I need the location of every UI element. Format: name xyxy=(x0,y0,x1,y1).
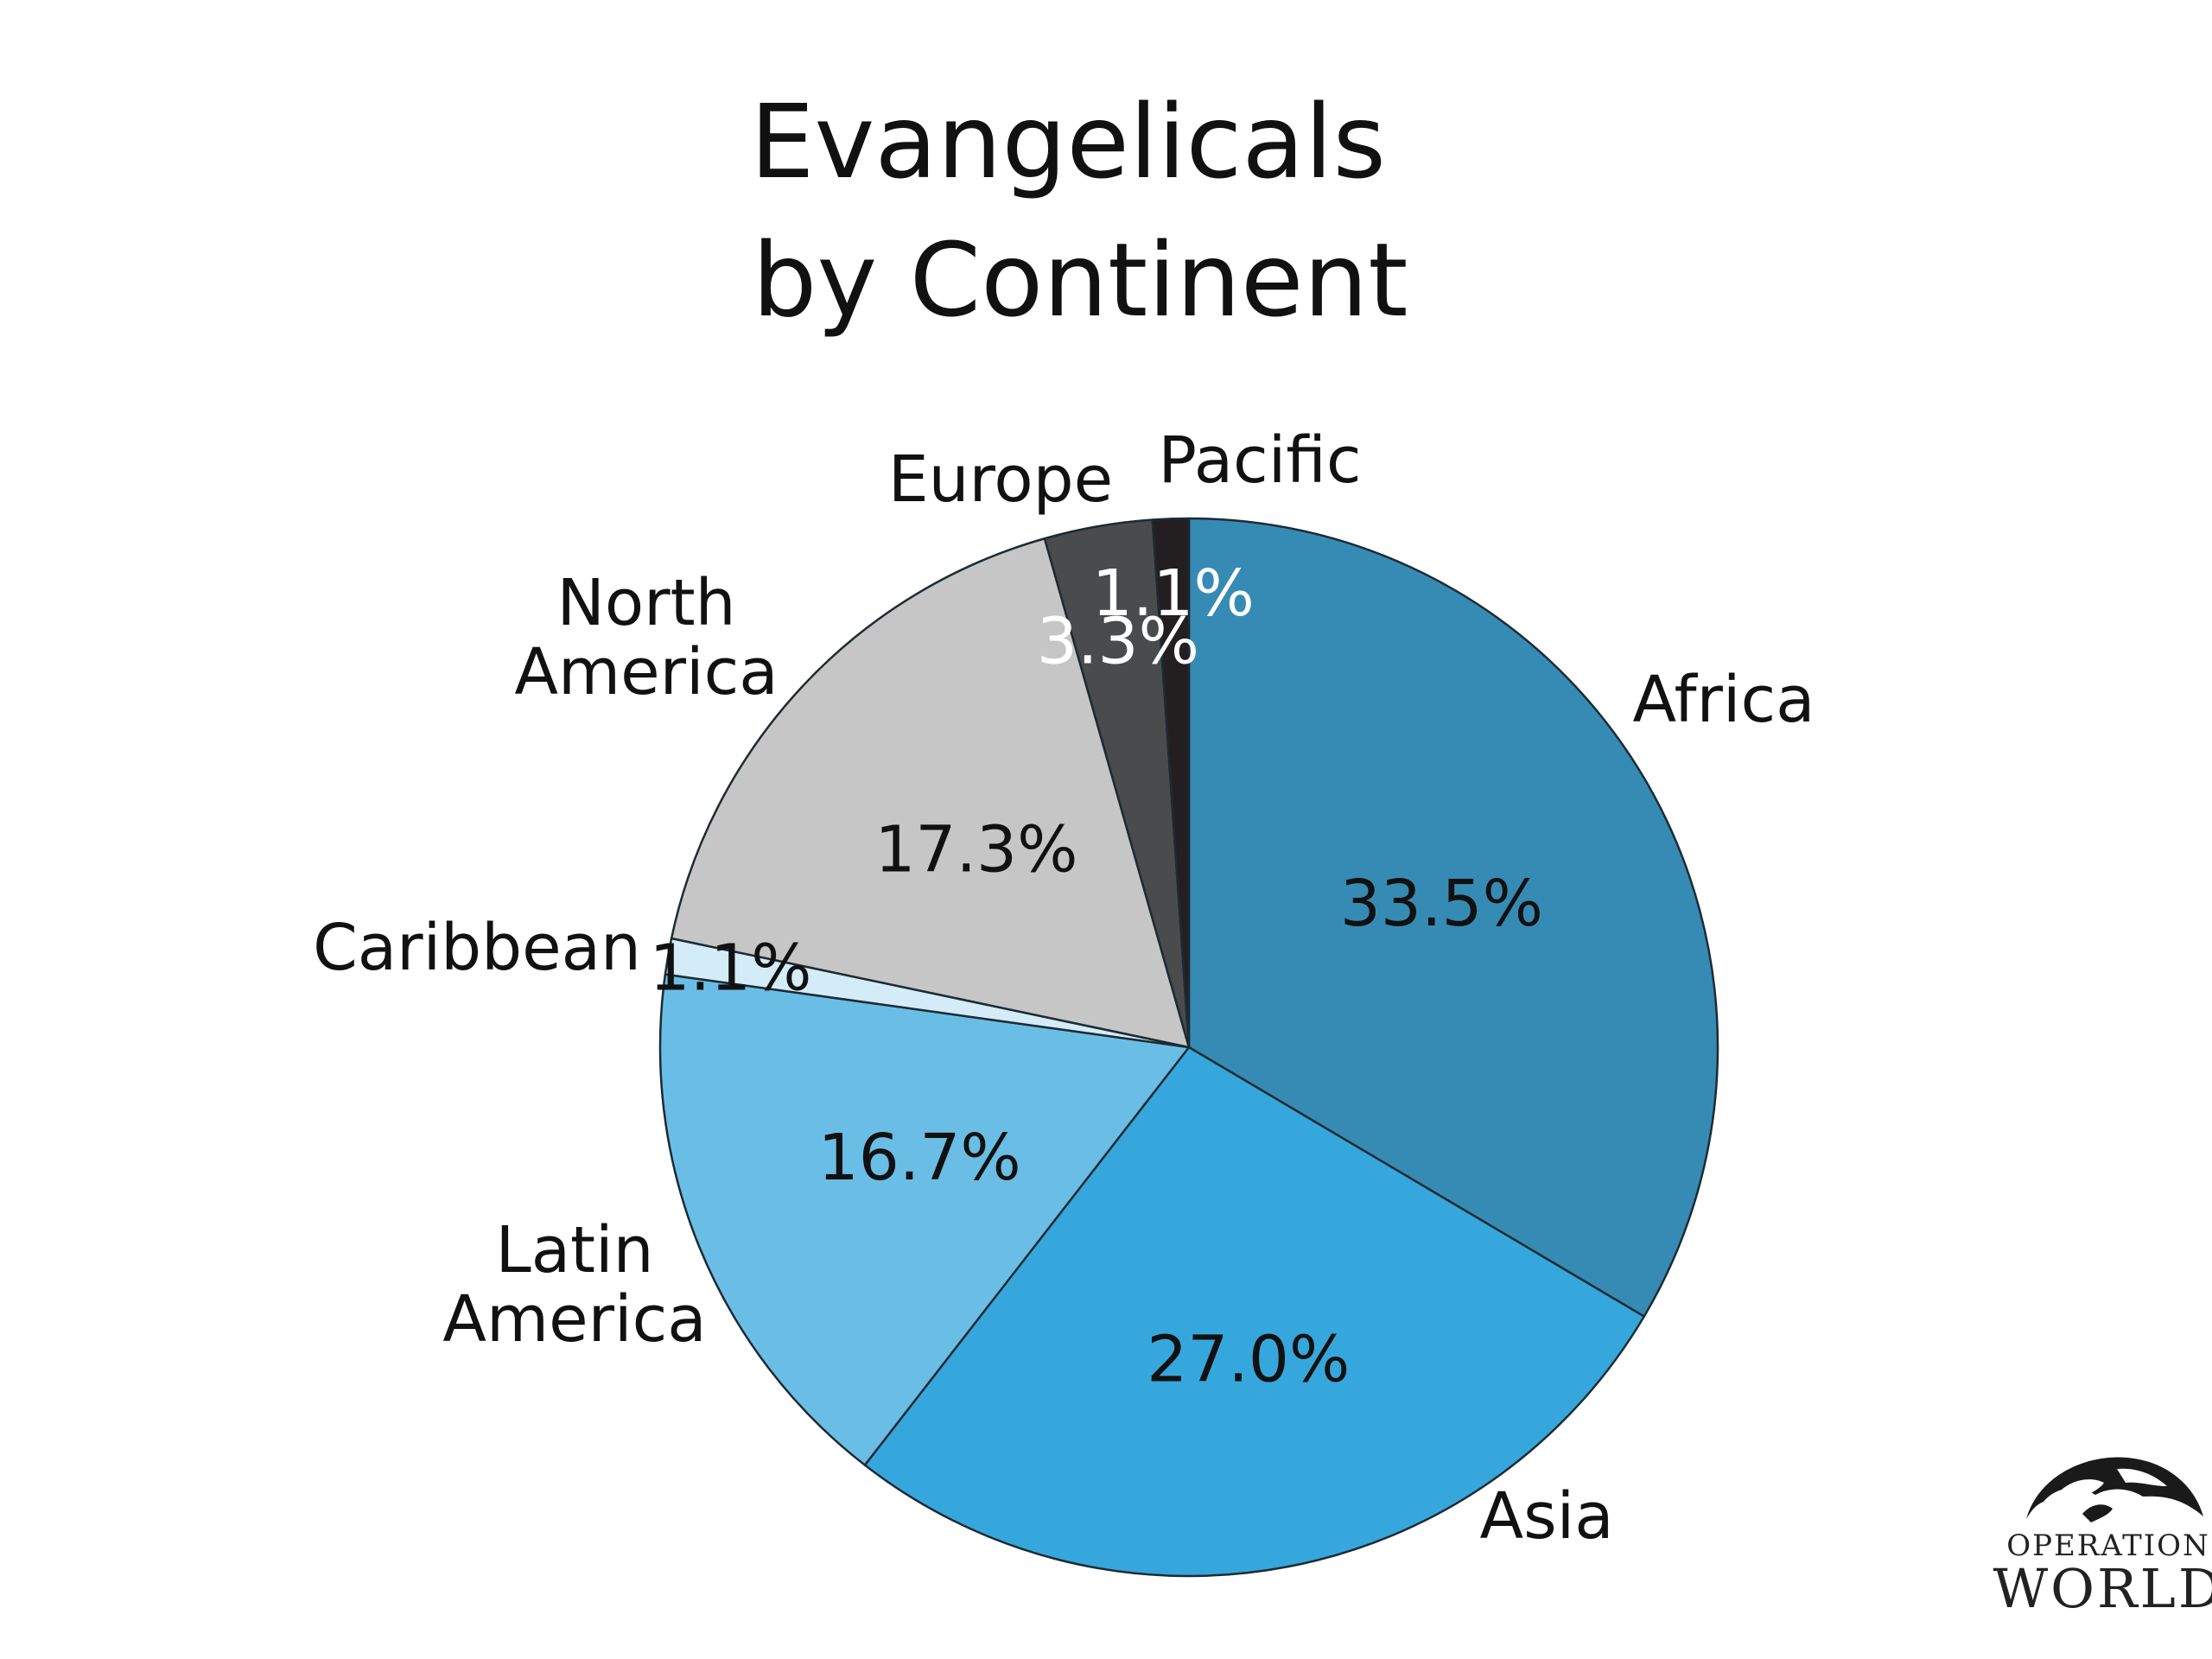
category-label-line: Pacific xyxy=(1158,423,1361,498)
globe-icon xyxy=(2026,1457,2203,1522)
pie-value-labels: 33.5%27.0%16.7%1.1%17.3%3.3%1.1% xyxy=(650,556,1543,1397)
value-label-pacific: 1.1% xyxy=(1092,556,1255,631)
pie-slice-pacific xyxy=(1151,517,1191,1049)
category-label-europe: Europe xyxy=(888,442,1113,517)
category-label-asia: Asia xyxy=(1479,1479,1613,1554)
value-label-north-america: 17.3% xyxy=(874,812,1077,887)
pie-slice-asia xyxy=(863,1046,1646,1578)
category-label-line: America xyxy=(514,635,778,709)
pie-slice-latin-america xyxy=(658,973,1191,1466)
category-label-north-america: North America xyxy=(514,566,778,709)
category-label-africa: Africa xyxy=(1632,663,1815,737)
pie-slice-africa xyxy=(1187,517,1719,1318)
value-label-asia: 27.0% xyxy=(1147,1323,1350,1397)
category-label-line: America xyxy=(442,1282,706,1357)
chart-title-line-1: Evangelicals xyxy=(750,82,1386,201)
pie-slice-north-america xyxy=(670,537,1191,1049)
category-label-line: Asia xyxy=(1479,1479,1613,1554)
value-label-europe: 3.3% xyxy=(1037,605,1199,679)
category-label-line: North xyxy=(557,566,736,640)
value-label-caribbean: 1.1% xyxy=(650,931,812,1005)
value-label-latin-america: 16.7% xyxy=(818,1121,1021,1195)
chart-title: Evangelicals by Continent xyxy=(750,82,1408,340)
operation-world-logo: OPERATION WORLD xyxy=(1993,1457,2212,1620)
category-label-line: Latin xyxy=(495,1213,653,1287)
category-label-line: Europe xyxy=(888,442,1113,517)
value-label-africa: 33.5% xyxy=(1340,867,1543,941)
category-label-caribbean: Caribbean xyxy=(313,911,641,985)
logo-text-world: WORLD xyxy=(1993,1557,2212,1620)
category-label-latin-america: Latin America xyxy=(442,1213,706,1357)
logo-text-operation: OPERATION xyxy=(2006,1529,2210,1563)
pie-slices xyxy=(658,517,1719,1578)
category-label-line: Caribbean xyxy=(313,911,641,985)
chart-title-line-2: by Continent xyxy=(752,220,1408,340)
category-label-line: Africa xyxy=(1632,663,1815,737)
category-label-pacific: Pacific xyxy=(1158,423,1361,498)
